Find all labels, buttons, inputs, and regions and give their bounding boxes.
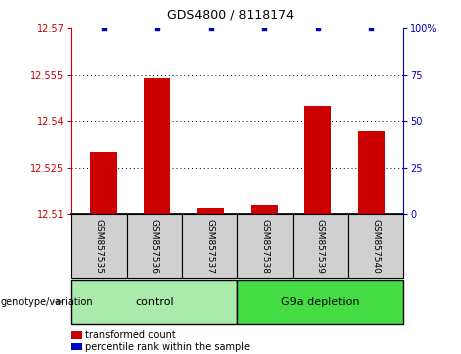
Bar <box>90 152 117 214</box>
Text: genotype/variation: genotype/variation <box>1 297 94 307</box>
Text: G9a depletion: G9a depletion <box>281 297 360 307</box>
Text: transformed count: transformed count <box>85 330 176 340</box>
Bar <box>251 205 278 214</box>
Point <box>207 25 214 31</box>
Text: control: control <box>135 297 174 307</box>
Bar <box>358 131 384 214</box>
Text: GDS4800 / 8118174: GDS4800 / 8118174 <box>167 9 294 22</box>
Text: GSM857538: GSM857538 <box>260 218 270 274</box>
Point <box>367 25 375 31</box>
Text: GSM857540: GSM857540 <box>371 218 380 274</box>
Bar <box>197 208 224 214</box>
Point <box>260 25 268 31</box>
Text: percentile rank within the sample: percentile rank within the sample <box>85 342 250 352</box>
Point <box>154 25 161 31</box>
Text: GSM857539: GSM857539 <box>316 218 325 274</box>
Text: GSM857536: GSM857536 <box>150 218 159 274</box>
Point <box>100 25 107 31</box>
Point <box>314 25 321 31</box>
Text: GSM857535: GSM857535 <box>95 218 104 274</box>
Bar <box>144 78 171 214</box>
Bar <box>304 106 331 214</box>
Text: GSM857537: GSM857537 <box>205 218 214 274</box>
